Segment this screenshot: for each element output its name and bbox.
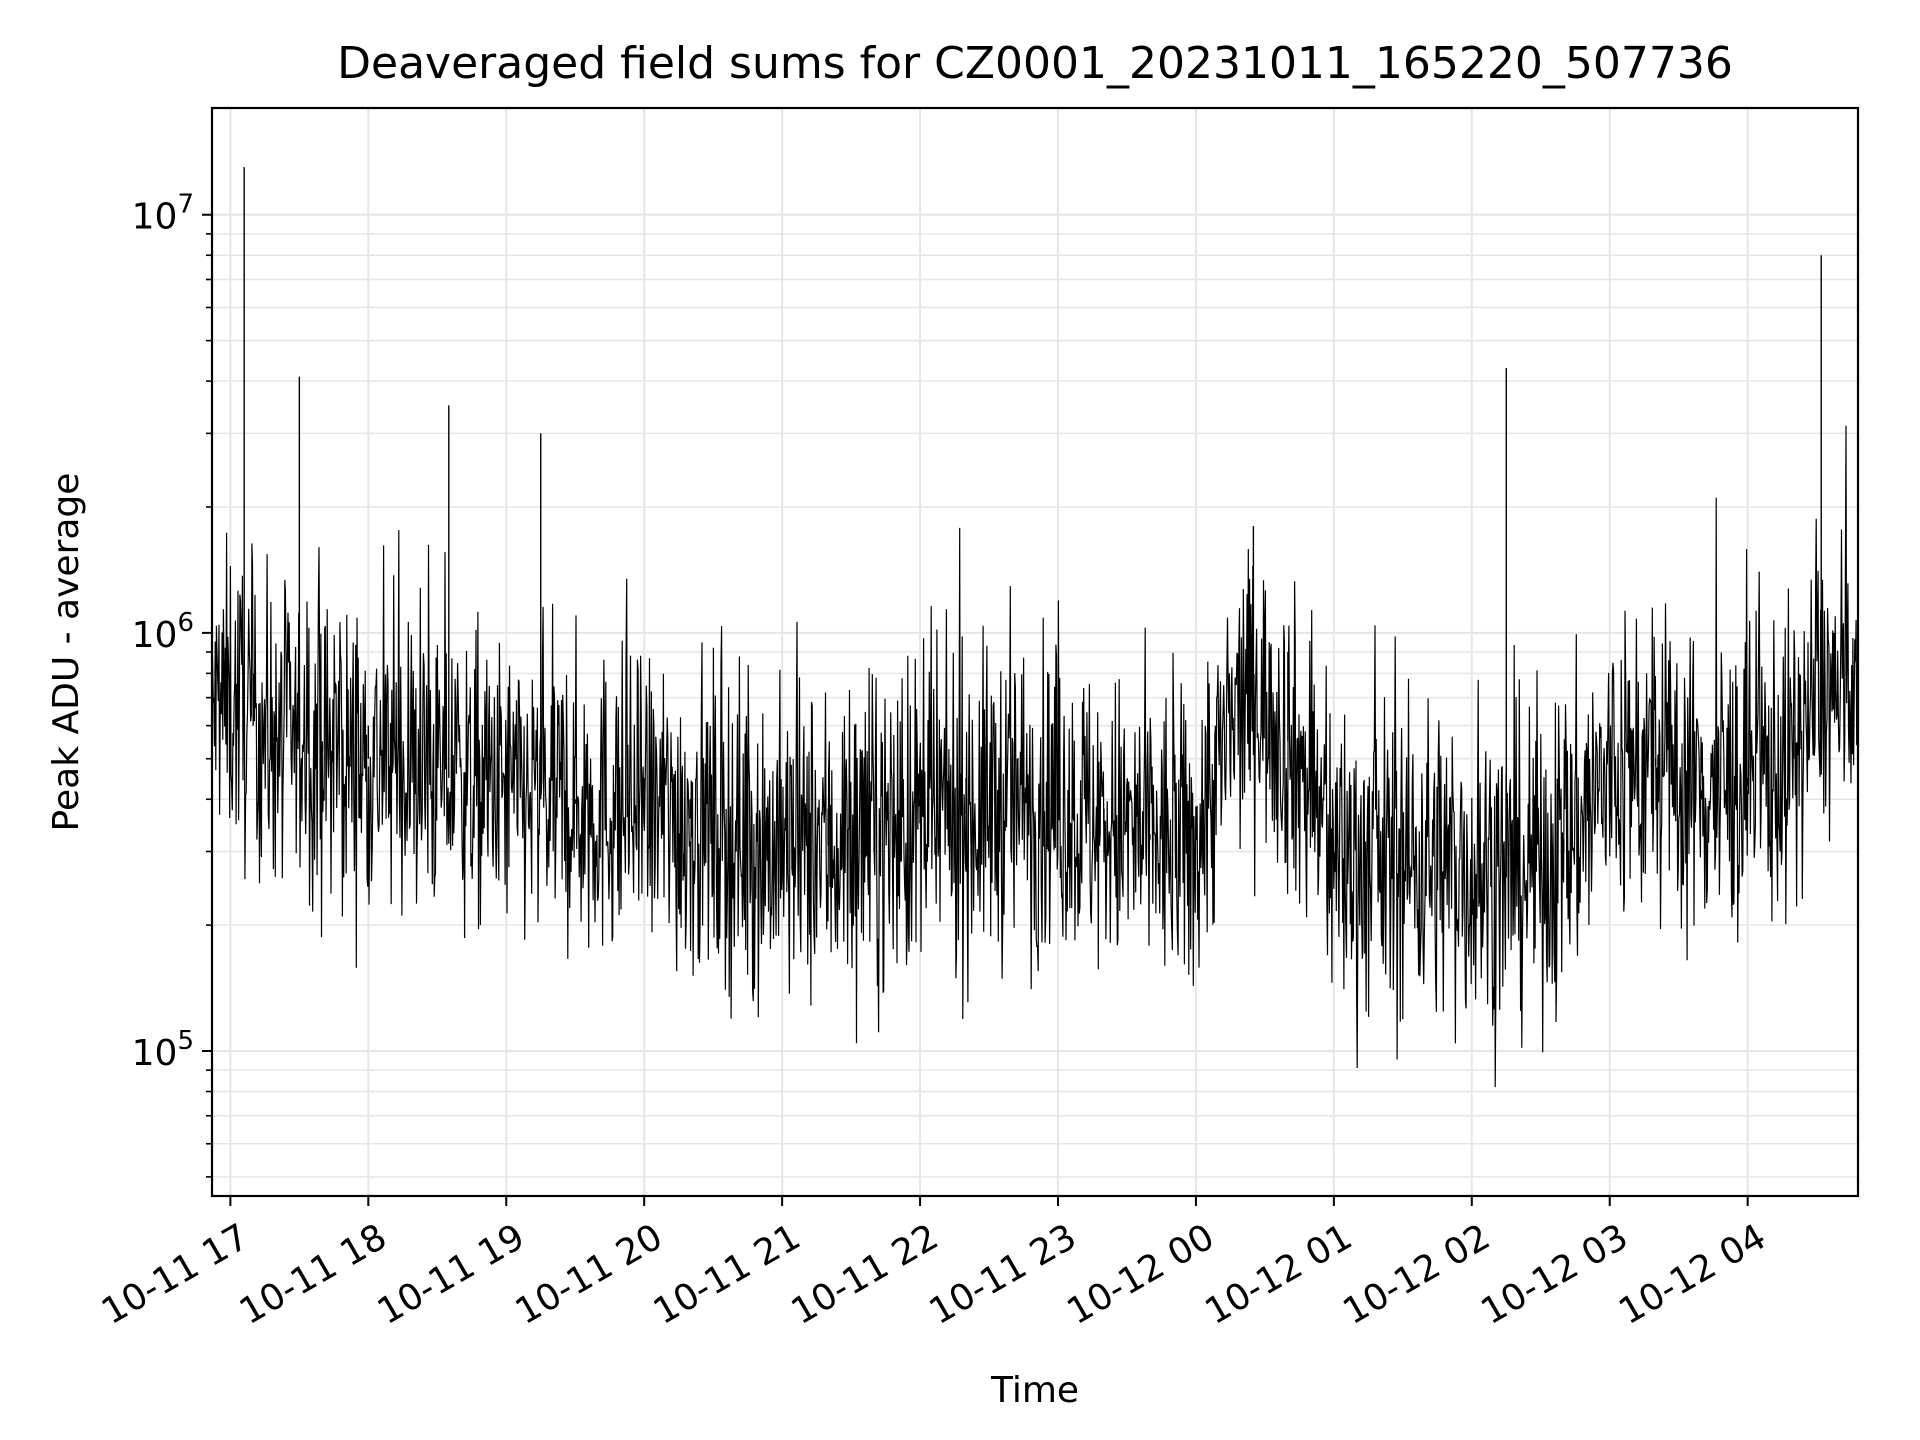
y-axis-label: Peak ADU - average <box>46 473 87 832</box>
y-axis: 105 106 107 <box>132 190 212 1178</box>
series-trace <box>211 425 1859 1088</box>
y-tick-label: 105 <box>132 1026 194 1074</box>
x-axis-label: Time <box>990 1370 1079 1411</box>
chart-title: Deaveraged field sums for CZ0001_2023101… <box>337 38 1733 89</box>
y-tick-label: 106 <box>132 608 194 656</box>
y-tick-label: 107 <box>132 190 194 238</box>
series-line <box>211 167 1859 1088</box>
grid <box>212 108 1858 1196</box>
